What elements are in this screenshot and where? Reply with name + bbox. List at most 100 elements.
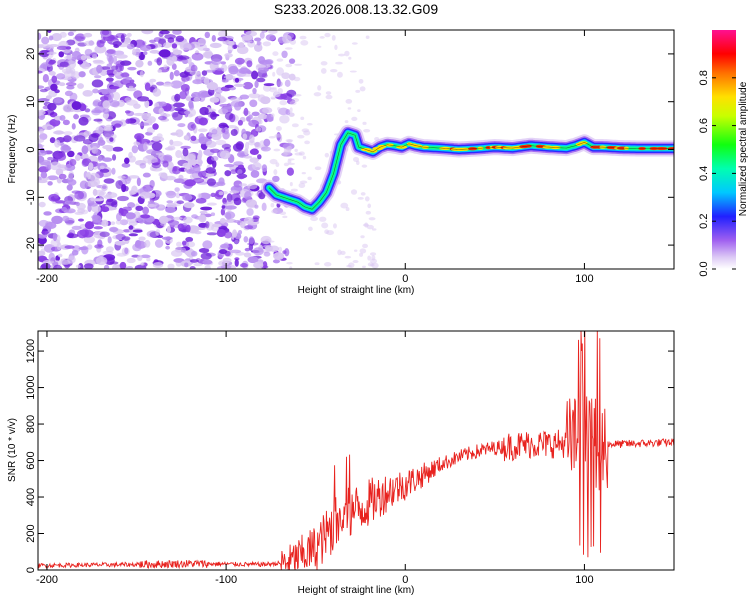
noise-speck: [144, 239, 151, 248]
noise-speck: [224, 84, 234, 88]
noise-speck: [211, 35, 216, 42]
noise-speck: [80, 62, 91, 70]
noise-speck: [173, 102, 185, 108]
noise-speck: [158, 172, 165, 178]
noise-speck: [246, 208, 254, 216]
noise-speck: [216, 229, 226, 237]
noise-speck: [51, 75, 58, 84]
noise-speck: [163, 42, 172, 49]
noise-speck: [129, 79, 135, 84]
noise-speck: [249, 99, 258, 108]
noise-speck: [344, 255, 352, 259]
noise-speck: [293, 76, 301, 82]
noise-speck: [48, 35, 54, 41]
noise-speck: [224, 52, 233, 58]
noise-speck: [171, 55, 178, 62]
noise-speck: [247, 256, 259, 264]
noise-speck: [230, 169, 237, 175]
noise-speck: [370, 258, 377, 264]
noise-speck: [176, 241, 182, 247]
noise-speck: [158, 101, 167, 107]
noise-speck: [254, 37, 262, 42]
noise-speck: [363, 128, 371, 133]
noise-speck: [183, 135, 189, 141]
noise-speck: [242, 133, 248, 140]
noise-speck: [369, 252, 377, 256]
noise-speck: [202, 51, 214, 57]
noise-speck: [230, 249, 242, 254]
noise-speck: [285, 63, 293, 68]
noise-speck: [350, 189, 358, 195]
noise-speck: [251, 70, 259, 80]
noise-speck: [102, 100, 111, 109]
noise-speck: [105, 246, 114, 253]
noise-speck: [282, 215, 288, 219]
noise-speck: [144, 186, 150, 194]
noise-speck: [141, 30, 154, 35]
noise-speck: [286, 261, 293, 265]
noise-speck: [314, 262, 320, 266]
noise-speck: [220, 61, 227, 65]
noise-speck: [152, 88, 162, 97]
chart-title: S233.2026.008.13.32.G09: [274, 1, 438, 17]
noise-speck: [146, 127, 156, 134]
noise-speck: [52, 264, 63, 269]
noise-speck: [107, 236, 112, 244]
noise-speck: [320, 67, 327, 74]
noise-speck: [181, 240, 187, 246]
noise-speck: [272, 259, 280, 264]
noise-speck: [149, 49, 160, 54]
noise-speck: [60, 143, 66, 148]
noise-speck: [293, 93, 302, 97]
noise-speck: [65, 82, 77, 87]
noise-speck: [127, 202, 136, 208]
noise-speck: [187, 108, 197, 117]
noise-speck: [83, 32, 93, 38]
noise-speck: [289, 39, 297, 45]
noise-speck: [170, 249, 183, 257]
noise-speck: [165, 206, 176, 213]
noise-speck: [158, 31, 164, 38]
noise-speck: [143, 51, 148, 55]
noise-speck: [38, 150, 48, 156]
noise-speck: [263, 251, 271, 257]
noise-speck: [85, 174, 96, 183]
noise-speck: [103, 88, 112, 95]
snr-y-tick-label: 800: [25, 415, 37, 433]
noise-speck: [198, 117, 208, 126]
noise-speck: [270, 113, 275, 118]
noise-speck: [286, 139, 293, 144]
spectrogram-x-axis-title: Height of straight line (km): [298, 285, 415, 296]
noise-speck: [164, 175, 176, 181]
noise-speck: [179, 42, 192, 51]
noise-speck: [204, 213, 212, 218]
noise-speck: [261, 107, 273, 114]
noise-speck: [188, 100, 194, 109]
noise-speck: [46, 51, 57, 55]
noise-speck: [95, 149, 101, 156]
noise-speck: [98, 190, 105, 199]
noise-speck: [301, 172, 306, 175]
noise-speck: [279, 100, 288, 106]
noise-speck: [361, 164, 368, 168]
noise-speck: [362, 265, 366, 269]
noise-speck: [276, 58, 284, 62]
noise-speck: [206, 82, 218, 91]
noise-speck: [71, 249, 79, 256]
noise-speck: [92, 198, 105, 202]
noise-speck: [158, 152, 165, 161]
noise-speck: [197, 193, 202, 199]
noise-speck: [198, 132, 205, 142]
noise-speck: [136, 177, 141, 187]
noise-speck: [194, 230, 202, 235]
noise-speck: [101, 30, 110, 36]
noise-speck: [91, 205, 101, 213]
noise-speck: [147, 200, 154, 204]
noise-speck: [221, 143, 232, 150]
noise-speck: [259, 31, 265, 39]
noise-speck: [66, 233, 79, 239]
noise-speck: [166, 202, 177, 209]
noise-speck: [294, 63, 303, 66]
noise-speck: [40, 171, 48, 179]
